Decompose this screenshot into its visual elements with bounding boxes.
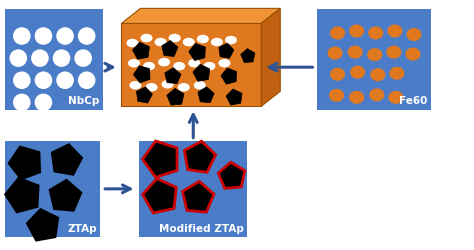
Ellipse shape bbox=[140, 34, 153, 42]
FancyBboxPatch shape bbox=[121, 24, 261, 106]
Circle shape bbox=[78, 72, 95, 89]
FancyBboxPatch shape bbox=[139, 140, 247, 237]
Ellipse shape bbox=[386, 46, 401, 59]
Ellipse shape bbox=[129, 81, 141, 90]
Polygon shape bbox=[219, 43, 234, 58]
Circle shape bbox=[9, 49, 27, 67]
Ellipse shape bbox=[188, 59, 201, 68]
Circle shape bbox=[13, 72, 31, 89]
Circle shape bbox=[13, 94, 31, 111]
Polygon shape bbox=[226, 89, 242, 105]
Polygon shape bbox=[133, 42, 149, 59]
Ellipse shape bbox=[350, 66, 365, 79]
Circle shape bbox=[56, 72, 74, 89]
Ellipse shape bbox=[194, 81, 206, 90]
Polygon shape bbox=[5, 178, 38, 212]
Ellipse shape bbox=[225, 36, 237, 44]
Ellipse shape bbox=[367, 48, 383, 61]
Ellipse shape bbox=[388, 91, 403, 104]
Circle shape bbox=[35, 72, 52, 89]
Ellipse shape bbox=[143, 62, 155, 70]
Ellipse shape bbox=[211, 38, 223, 46]
Polygon shape bbox=[52, 144, 82, 175]
Ellipse shape bbox=[182, 38, 195, 46]
Ellipse shape bbox=[127, 39, 138, 47]
Ellipse shape bbox=[349, 24, 364, 38]
Polygon shape bbox=[184, 141, 216, 172]
Text: Modified ZTAp: Modified ZTAp bbox=[159, 224, 244, 234]
Ellipse shape bbox=[329, 89, 344, 102]
Ellipse shape bbox=[387, 24, 402, 38]
Ellipse shape bbox=[330, 26, 345, 40]
Ellipse shape bbox=[368, 26, 383, 40]
Ellipse shape bbox=[203, 62, 215, 70]
Ellipse shape bbox=[146, 83, 157, 92]
Polygon shape bbox=[182, 181, 214, 212]
Ellipse shape bbox=[197, 35, 209, 43]
Text: Fe60: Fe60 bbox=[399, 96, 427, 106]
Polygon shape bbox=[50, 180, 81, 210]
Polygon shape bbox=[221, 68, 237, 84]
Polygon shape bbox=[165, 68, 181, 84]
Ellipse shape bbox=[155, 38, 167, 46]
Polygon shape bbox=[218, 162, 245, 188]
Ellipse shape bbox=[369, 88, 384, 101]
Circle shape bbox=[35, 94, 52, 111]
Ellipse shape bbox=[389, 67, 404, 80]
Polygon shape bbox=[27, 209, 58, 240]
Polygon shape bbox=[167, 88, 184, 105]
Polygon shape bbox=[143, 141, 177, 177]
Ellipse shape bbox=[173, 62, 185, 70]
Ellipse shape bbox=[330, 68, 345, 81]
Polygon shape bbox=[189, 43, 205, 60]
Circle shape bbox=[78, 27, 95, 45]
Circle shape bbox=[56, 27, 74, 45]
Ellipse shape bbox=[169, 34, 181, 42]
Ellipse shape bbox=[349, 91, 364, 104]
Circle shape bbox=[35, 27, 52, 45]
FancyBboxPatch shape bbox=[318, 9, 430, 110]
Circle shape bbox=[13, 27, 31, 45]
Polygon shape bbox=[193, 64, 210, 81]
Circle shape bbox=[74, 49, 92, 67]
Circle shape bbox=[31, 49, 49, 67]
Polygon shape bbox=[9, 147, 40, 179]
Polygon shape bbox=[137, 87, 153, 103]
Polygon shape bbox=[162, 40, 178, 56]
Text: ZTAp: ZTAp bbox=[67, 224, 97, 234]
FancyBboxPatch shape bbox=[5, 9, 103, 110]
Polygon shape bbox=[134, 66, 150, 83]
Ellipse shape bbox=[347, 46, 363, 59]
Polygon shape bbox=[143, 179, 176, 213]
Polygon shape bbox=[198, 87, 214, 103]
Ellipse shape bbox=[162, 80, 173, 88]
Ellipse shape bbox=[370, 68, 385, 81]
FancyBboxPatch shape bbox=[5, 140, 100, 237]
Circle shape bbox=[53, 49, 70, 67]
Ellipse shape bbox=[219, 59, 230, 68]
Ellipse shape bbox=[178, 83, 190, 92]
Polygon shape bbox=[261, 8, 280, 106]
Ellipse shape bbox=[405, 48, 420, 61]
Ellipse shape bbox=[328, 46, 343, 60]
Polygon shape bbox=[121, 8, 280, 24]
Polygon shape bbox=[241, 48, 255, 62]
Ellipse shape bbox=[406, 28, 421, 41]
Ellipse shape bbox=[128, 59, 140, 68]
Text: NbCp: NbCp bbox=[68, 96, 99, 106]
Ellipse shape bbox=[158, 58, 170, 66]
